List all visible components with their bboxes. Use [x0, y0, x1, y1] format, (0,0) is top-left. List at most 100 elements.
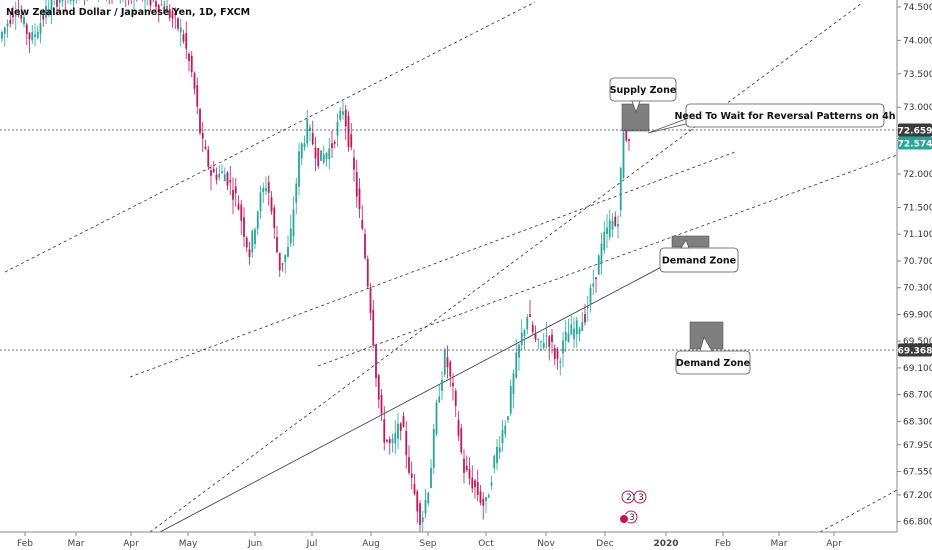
price-tick-label: 73.000 [903, 103, 932, 113]
candlesticks [1, 0, 630, 536]
candle [408, 445, 410, 475]
time-tick-label: Feb [17, 539, 33, 549]
svg-text:3: 3 [638, 493, 644, 503]
candle [520, 319, 523, 351]
candle [270, 190, 273, 215]
candle [531, 321, 534, 335]
price-tick-label: 69.500 [903, 337, 932, 347]
candle [471, 465, 474, 493]
svg-text:72.574: 72.574 [898, 139, 932, 149]
candle [3, 26, 6, 47]
candle [84, 0, 85, 6]
candle [108, 0, 110, 5]
candle [177, 17, 179, 32]
candle [509, 379, 512, 416]
candle [347, 111, 350, 152]
candle [155, 0, 157, 15]
candle [221, 164, 223, 175]
candle [276, 225, 278, 254]
candle [193, 71, 196, 95]
candle [53, 0, 55, 6]
candle [50, 0, 53, 25]
time-tick-label: Mar [68, 539, 85, 549]
candle [369, 283, 372, 321]
candle [501, 419, 504, 452]
candle [210, 165, 212, 191]
candle [581, 311, 584, 332]
candle [215, 167, 218, 185]
time-tick-label: Feb [715, 539, 731, 549]
candle [292, 196, 295, 247]
price-tag: 72.659 [898, 123, 932, 137]
candle [147, 0, 149, 6]
candle [251, 229, 254, 258]
time-axis-bg [0, 532, 932, 550]
candle [421, 510, 424, 536]
channel-line [159, 252, 689, 533]
candle [1, 30, 3, 43]
candle [309, 123, 311, 142]
candle [300, 142, 303, 166]
callout: Need To Wait for Reversal Patterns on 4h [647, 103, 896, 134]
candle [119, 0, 121, 4]
candle [463, 449, 465, 484]
candle [424, 488, 427, 519]
candle [586, 296, 589, 322]
candle [12, 6, 14, 25]
candle [237, 195, 240, 211]
candle [287, 235, 289, 258]
candle [31, 25, 34, 44]
candle [152, 0, 155, 3]
candle [72, 0, 75, 12]
candle [603, 221, 606, 255]
price-axis-bg [897, 0, 932, 550]
candle [490, 475, 493, 490]
candle [446, 345, 449, 379]
price-tick-label: 73.500 [903, 70, 932, 80]
candle [245, 235, 248, 253]
candle [130, 0, 132, 5]
candle [397, 413, 399, 450]
candle [314, 136, 317, 172]
candle [391, 433, 394, 453]
candle [254, 227, 256, 249]
event-badges: 2 33 [619, 490, 647, 524]
candle [441, 371, 443, 401]
horizontal-lines [0, 129, 897, 351]
candle [322, 145, 325, 165]
candle [36, 25, 39, 40]
candle [399, 421, 402, 441]
candle [144, 0, 146, 12]
candle [507, 415, 509, 423]
candle [6, 19, 9, 38]
candle [617, 215, 619, 239]
candle [34, 23, 36, 47]
price-tick-label: 74.000 [903, 36, 932, 46]
candle [578, 326, 581, 342]
candle [163, 0, 166, 12]
candle [201, 121, 204, 153]
candle [575, 316, 578, 348]
candle [331, 130, 333, 158]
candle [160, 0, 163, 6]
event-dot[interactable] [619, 514, 629, 524]
candle [243, 207, 245, 248]
candle [157, 4, 160, 23]
svg-text:2: 2 [626, 493, 632, 503]
time-tick-label: Apr [123, 539, 139, 549]
candle [273, 204, 276, 239]
channel-line [819, 489, 898, 533]
time-tick-label: May [179, 539, 198, 549]
event-badge[interactable]: 2 [621, 490, 635, 504]
time-tick-label: Aug [362, 539, 380, 549]
chart-title: New Zealand Dollar / Japanese Yen, 1D, F… [6, 7, 250, 18]
candle [628, 138, 630, 151]
candle [556, 347, 559, 370]
time-tick-label: Apr [826, 539, 842, 549]
candle [405, 421, 408, 469]
candle [284, 254, 287, 274]
time-tick-label: 2020 [653, 539, 678, 549]
callout-label: Supply Zone [610, 85, 677, 96]
event-badge[interactable]: 3 [633, 490, 647, 504]
candle [136, 0, 138, 2]
